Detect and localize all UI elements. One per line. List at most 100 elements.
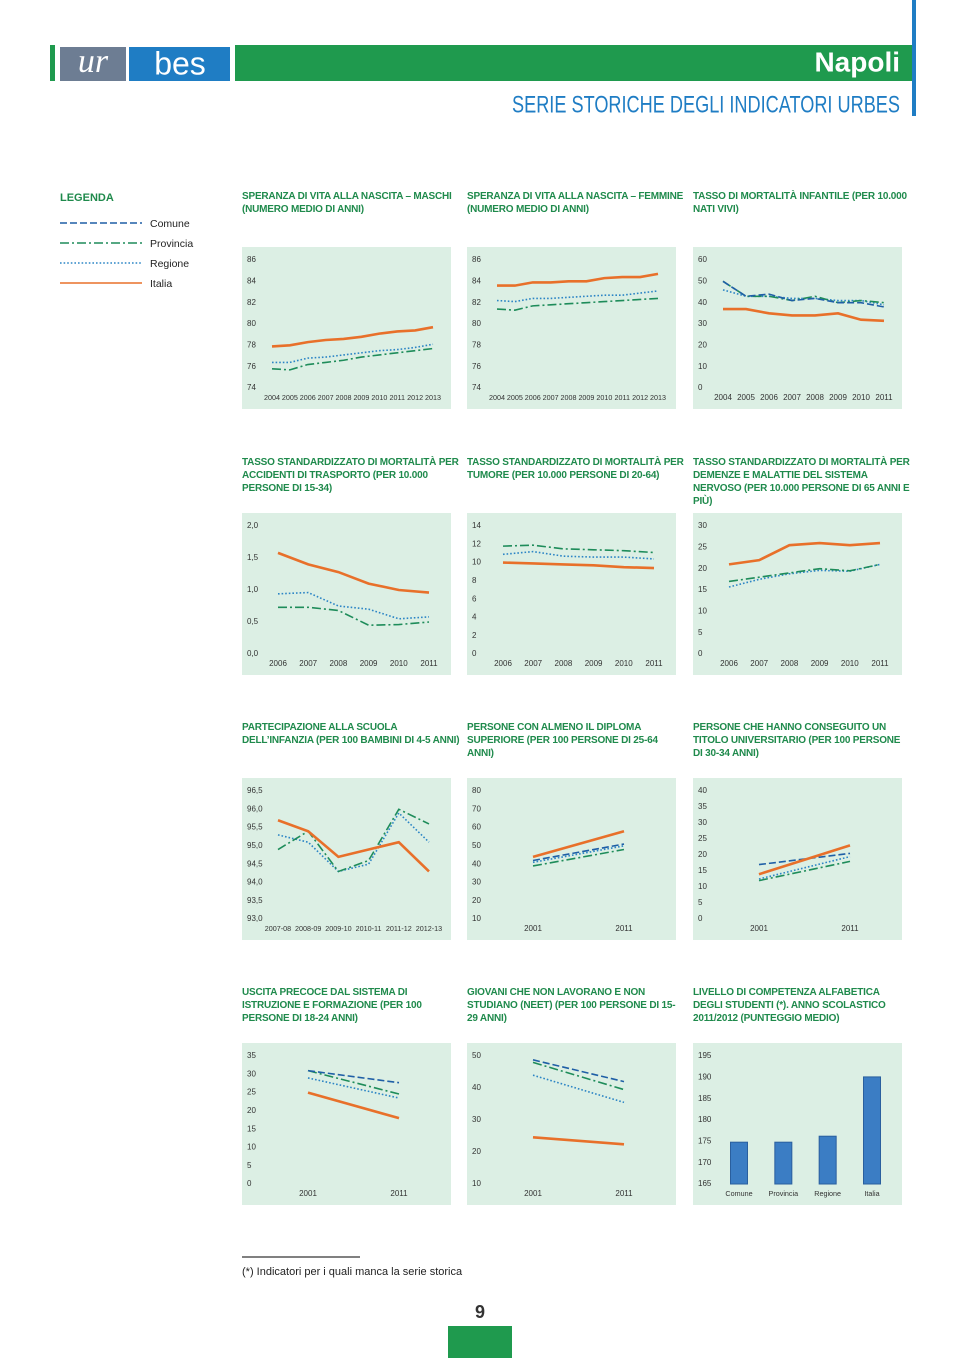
series-line: [502, 544, 655, 554]
chart-title: PARTECIPAZIONE ALLA SCUOLA DELL’INFANZIA…: [242, 722, 460, 746]
y-tick-label: 20: [698, 340, 707, 349]
chart-panel: [242, 247, 451, 409]
series-line: [532, 848, 625, 867]
series-line: [497, 272, 659, 287]
x-tick-label: 2010-11: [356, 924, 382, 933]
page-number: 9: [475, 1302, 485, 1322]
series-line: [758, 844, 851, 876]
x-tick-label: 2011: [390, 1189, 408, 1198]
y-tick-label: 86: [472, 255, 481, 264]
series-line: [722, 280, 885, 304]
y-tick-label: 0: [698, 914, 703, 923]
y-tick-label: 5: [247, 1161, 252, 1170]
y-tick-label: 93,0: [247, 914, 263, 923]
x-tick-label: 2008: [806, 393, 824, 402]
y-tick-label: 25: [247, 1088, 256, 1097]
x-tick-label: 2010: [841, 659, 859, 668]
x-tick-label: 2011: [615, 924, 633, 933]
x-tick-label: 2005: [507, 393, 523, 402]
series-line: [271, 325, 434, 348]
series-line: [532, 1074, 625, 1104]
y-tick-label: 40: [472, 859, 481, 868]
series-line: [728, 563, 881, 583]
legend-label: Italia: [150, 278, 172, 290]
series-line: [532, 843, 625, 862]
y-tick-label: 0: [698, 649, 703, 658]
y-tick-label: 80: [472, 319, 481, 328]
y-tick-label: 0,0: [247, 649, 259, 658]
y-tick-label: 15: [247, 1124, 256, 1133]
series-line: [532, 845, 625, 864]
series-line: [723, 307, 885, 323]
y-tick-label: 78: [247, 340, 256, 349]
x-tick-label: 2006: [525, 393, 541, 402]
x-tick-label: 2004: [264, 393, 280, 402]
y-tick-label: 12: [472, 539, 481, 548]
bar: [863, 1076, 881, 1185]
x-tick-label: 2006: [300, 393, 316, 402]
y-tick-label: 190: [698, 1072, 712, 1081]
bar: [774, 1141, 793, 1185]
y-tick-label: 74: [472, 383, 481, 392]
chart-panel: [693, 778, 902, 940]
y-tick-label: 20: [698, 850, 707, 859]
chart-panel: [467, 247, 676, 409]
series-line: [277, 811, 430, 873]
series-line: [502, 561, 655, 570]
logo-left-box: [60, 47, 126, 81]
chart-title: TASSO DI MORTALITÀ INFANTILE (PER 10.000…: [693, 191, 907, 215]
x-tick-label: 2012: [632, 393, 648, 402]
y-tick-label: 50: [698, 276, 707, 285]
chart-panel: [693, 513, 902, 675]
x-tick-label: 2010: [390, 659, 408, 668]
y-tick-label: 4: [472, 613, 477, 622]
y-tick-label: 1,5: [247, 553, 259, 562]
chart-title: SPERANZA DI VITA ALLA NASCITA – MASCHI (…: [242, 191, 452, 215]
y-tick-label: 30: [247, 1069, 256, 1078]
footnote: (*) Indicatori per i quali manca la seri…: [242, 1266, 463, 1278]
x-tick-label: 2006: [760, 393, 778, 402]
x-tick-label: 2007: [783, 393, 801, 402]
x-tick-label: 2001: [524, 924, 542, 933]
y-tick-label: 95,0: [247, 841, 263, 850]
series-line: [502, 550, 655, 560]
x-tick-label: 2001: [299, 1189, 317, 1198]
y-tick-label: 30: [698, 319, 707, 328]
x-tick-label: 2009: [829, 393, 847, 402]
y-tick-label: 50: [472, 841, 481, 850]
y-tick-label: 60: [472, 823, 481, 832]
x-tick-label: 2010: [852, 393, 870, 402]
series-line: [277, 819, 430, 873]
x-tick-label: 2011: [615, 1189, 633, 1198]
series-line: [307, 1069, 400, 1084]
series-line: [722, 280, 885, 308]
chart-panel: [242, 778, 451, 940]
chart-panel: [242, 1043, 451, 1205]
y-tick-label: 74: [247, 383, 256, 392]
y-tick-label: 84: [472, 276, 481, 285]
x-tick-label: 2012: [407, 393, 423, 402]
series-line: [532, 829, 625, 859]
series-line: [307, 1069, 400, 1095]
chart-title: TASSO STANDARDIZZATO DI MORTALITÀ PER DE…: [693, 457, 910, 507]
series-line: [758, 860, 851, 882]
y-tick-label: 0,5: [247, 617, 259, 626]
y-tick-label: 5: [698, 898, 703, 907]
page-tab: [448, 1326, 512, 1358]
x-tick-label: 2011: [389, 393, 404, 402]
x-tick-label: 2006: [494, 659, 512, 668]
header-rule: [912, 0, 916, 116]
bar: [730, 1141, 748, 1185]
x-tick-label: 2007: [750, 659, 768, 668]
series-line: [277, 551, 430, 594]
page-title: SERIE STORICHE DEGLI INDICATORI URBES: [512, 91, 900, 118]
series-line: [278, 606, 430, 627]
y-tick-label: 78: [472, 340, 481, 349]
series-line: [532, 1061, 625, 1091]
x-tick-label: Italia: [864, 1189, 879, 1198]
y-tick-label: 80: [247, 319, 256, 328]
y-tick-label: 35: [698, 802, 707, 811]
series-line: [496, 290, 659, 303]
